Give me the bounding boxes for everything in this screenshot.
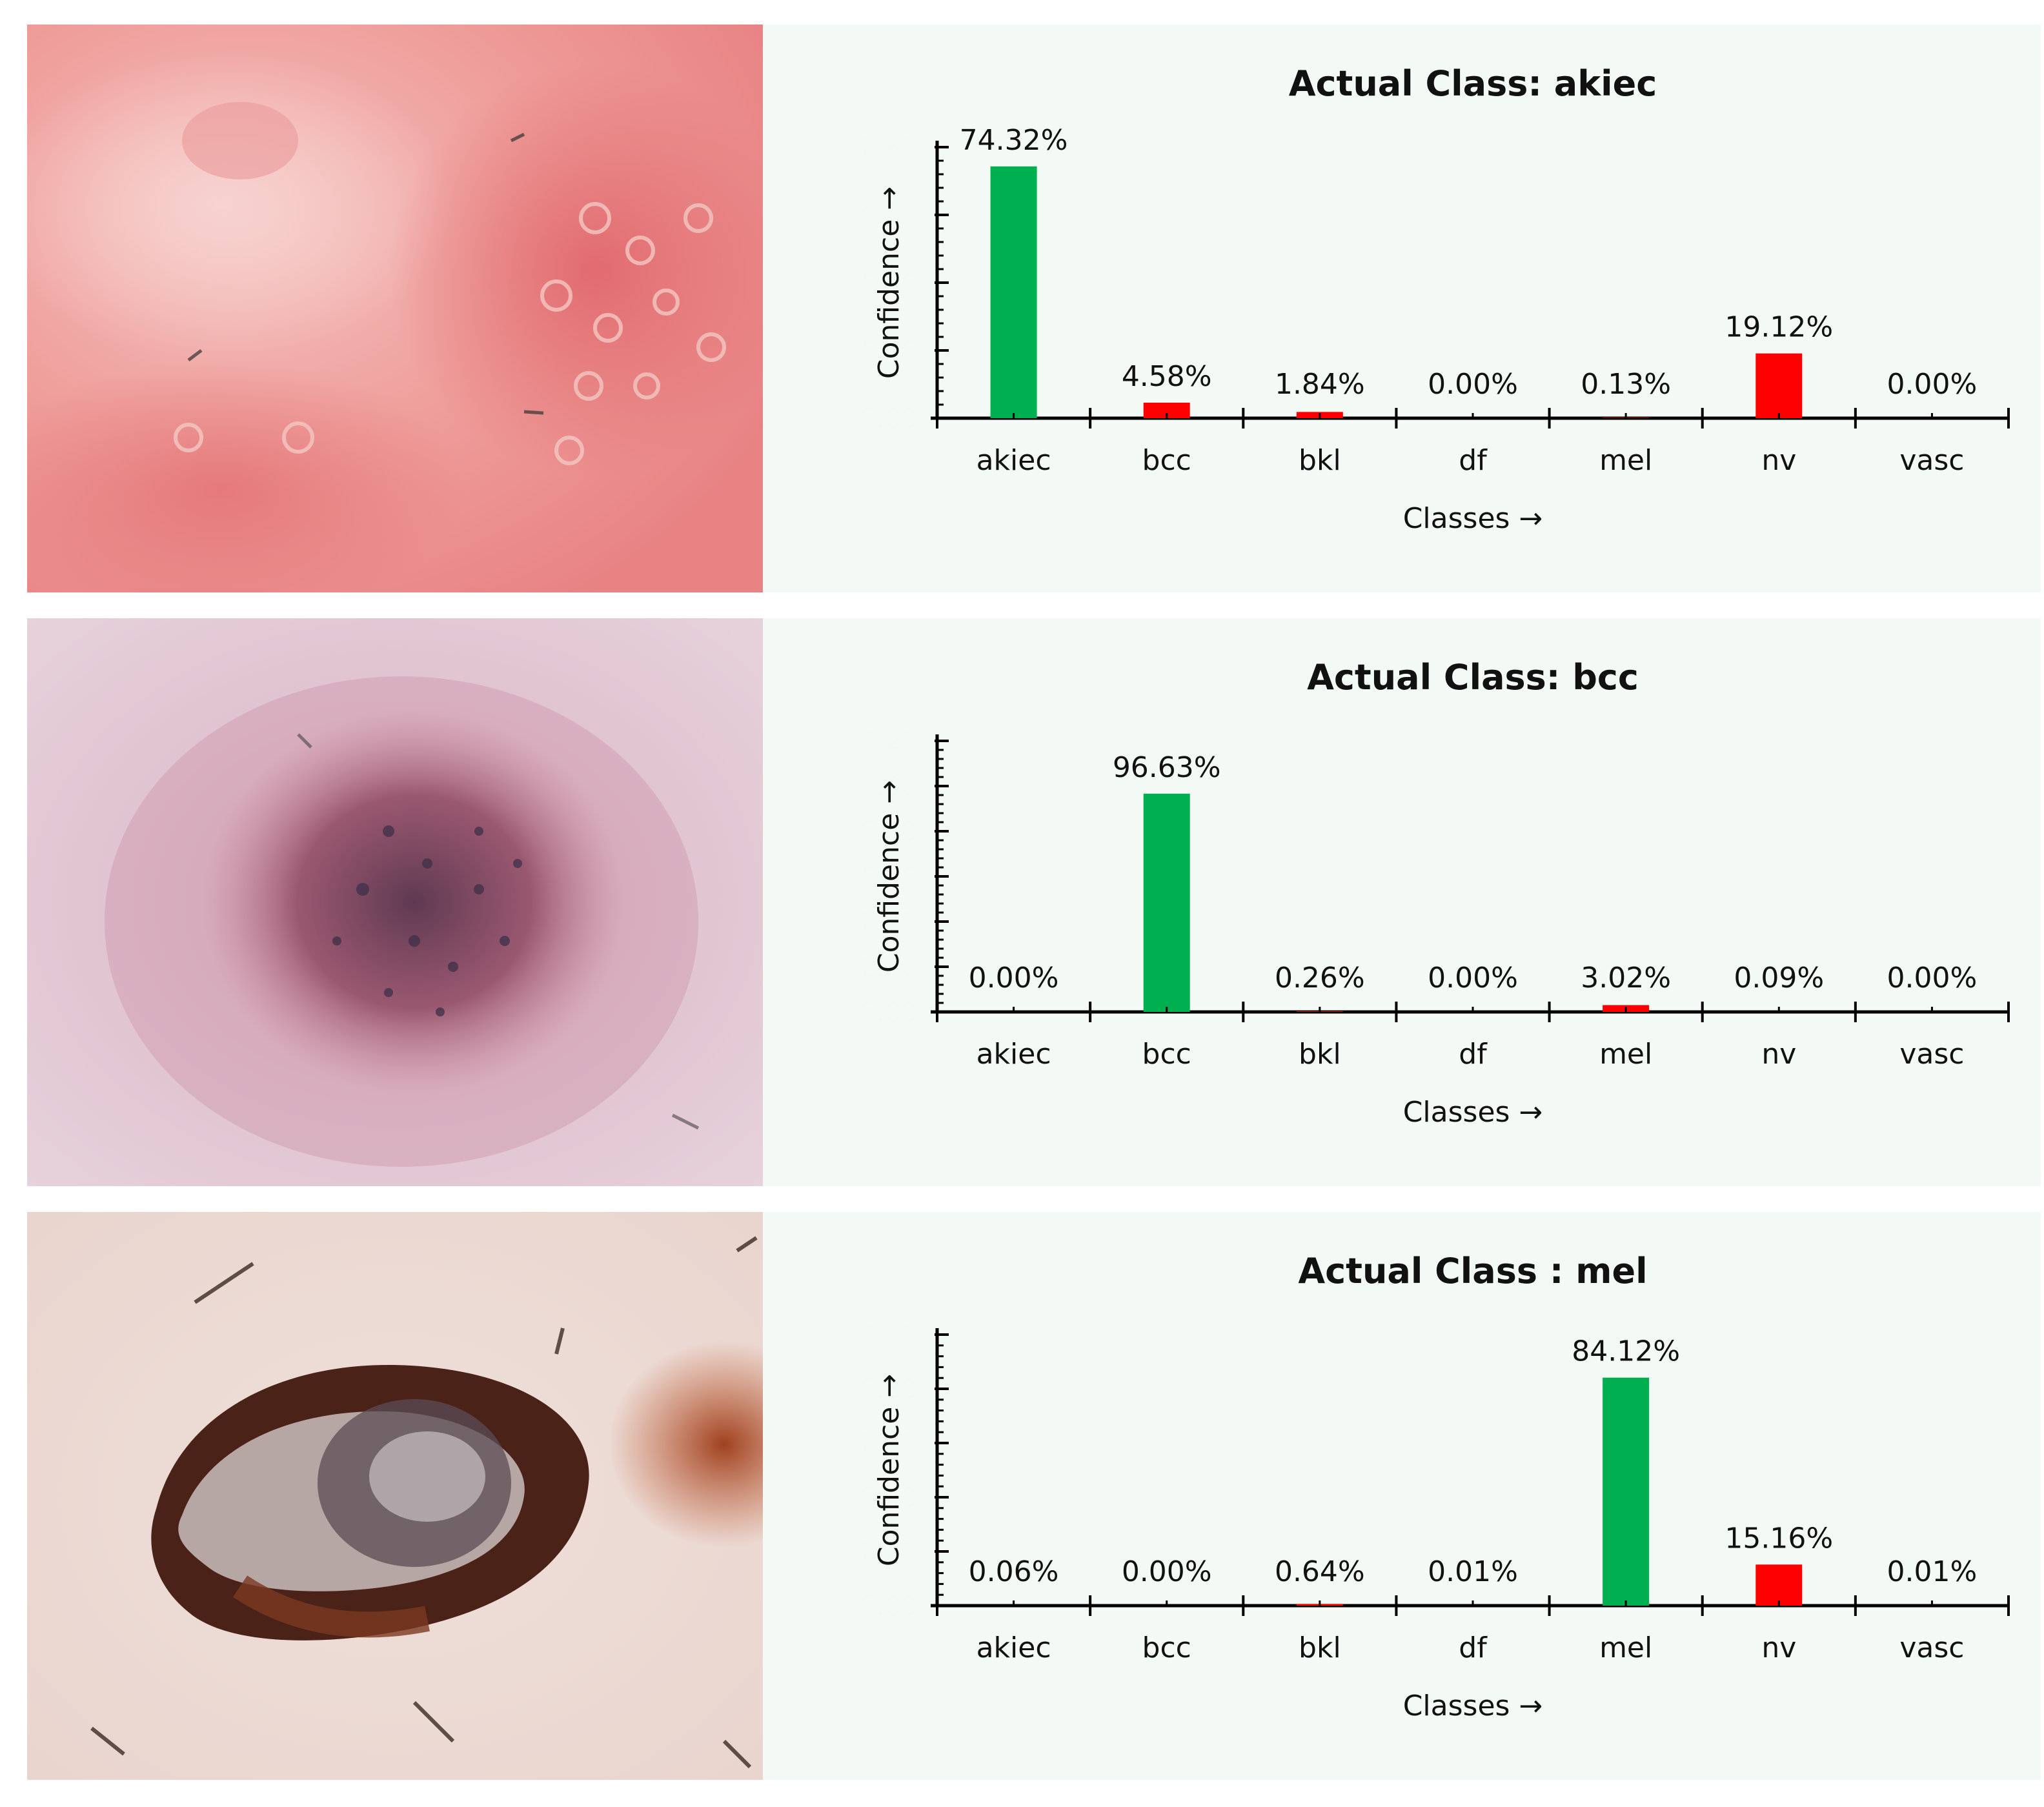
data-label-vasc: 0.00% (1887, 962, 1978, 994)
x-tick-label-bkl: bkl (1299, 1038, 1341, 1071)
data-label-akiec: 0.06% (969, 1555, 1059, 1588)
data-label-vasc: 0.01% (1887, 1555, 1978, 1588)
data-label-mel: 3.02% (1581, 962, 1671, 994)
chart-background (763, 1212, 2041, 1780)
y-tick-label: 1.00 (860, 1320, 918, 1350)
data-label-nv: 0.09% (1734, 962, 1824, 994)
x-tick-label-vasc: vasc (1899, 1038, 1964, 1071)
confidence-bar-chart-akiec: Actual Class: akiec 0.00 0.20 0.40 0.60 0.80 C… (763, 25, 2041, 592)
bar-mel (1603, 1377, 1650, 1606)
y-tick-label: 0.60 (860, 862, 918, 892)
data-label-df: 0.00% (1428, 962, 1518, 994)
data-label-mel: 84.12% (1572, 1335, 1680, 1368)
data-label-vasc: 0.00% (1887, 368, 1978, 401)
x-tick-label-vasc: vasc (1899, 444, 1964, 477)
confidence-bar-chart-mel: Actual Class : mel 0.00 0.20 0.40 0.60 0.80 1.… (763, 1212, 2041, 1780)
x-axis-label: Classes → (1403, 502, 1543, 535)
data-label-df: 0.01% (1428, 1555, 1518, 1588)
y-tick-label: 0.00 (860, 998, 918, 1027)
chart-title: Actual Class : mel (1298, 1251, 1647, 1291)
lesion-photo-akiec (27, 25, 763, 592)
data-label-bcc: 4.58% (1122, 360, 1212, 393)
y-tick-label: 0.60 (860, 201, 918, 230)
confidence-bar-chart-bcc: Actual Class: bcc 0.00 0.20 0.40 0.60 0.80 1.0… (763, 618, 2041, 1186)
chart-panel-mel: Actual Class : mel 0.00 0.20 0.40 0.60 0.80 1.… (763, 1212, 2041, 1780)
data-label-df: 0.00% (1428, 368, 1518, 401)
x-tick-label-mel: mel (1599, 444, 1652, 477)
data-label-mel: 0.13% (1581, 368, 1671, 401)
chart-background (763, 25, 2041, 592)
x-tick-label-bcc: bcc (1142, 1631, 1191, 1664)
y-tick-label: 0.00 (860, 404, 918, 434)
chart-title: Actual Class: bcc (1307, 657, 1639, 698)
x-tick-label-nv: nv (1761, 1631, 1796, 1664)
y-tick-label: 0.20 (860, 1537, 918, 1567)
y-tick-label: 0.80 (860, 1375, 918, 1404)
data-label-akiec: 0.00% (969, 962, 1059, 994)
x-tick-label-mel: mel (1599, 1038, 1652, 1071)
x-tick-label-mel: mel (1599, 1631, 1652, 1664)
bar-nv (1756, 353, 1803, 418)
y-tick-label: 0.40 (860, 907, 918, 937)
result-row-mel: Actual Class : mel 0.00 0.20 0.40 0.60 0.80 1.… (27, 1212, 2041, 1780)
x-tick-label-df: df (1459, 1631, 1488, 1664)
y-tick-label: 0.40 (860, 1483, 918, 1513)
data-label-bkl: 0.64% (1275, 1555, 1365, 1588)
bar-nv (1756, 1564, 1803, 1606)
data-label-bkl: 0.26% (1275, 962, 1365, 994)
y-tick-label: 0.80 (860, 817, 918, 847)
y-tick-label: 0.20 (860, 953, 918, 982)
x-tick-label-bcc: bcc (1142, 444, 1191, 477)
x-tick-label-df: df (1459, 1038, 1488, 1071)
x-tick-label-bcc: bcc (1142, 1038, 1191, 1071)
y-tick-label: 0.00 (860, 1591, 918, 1621)
x-tick-label-bkl: bkl (1299, 444, 1341, 477)
y-tick-label: 0.80 (860, 133, 918, 163)
y-tick-label: 1.20 (860, 727, 918, 756)
x-axis-label: Classes → (1403, 1690, 1543, 1722)
y-axis-label: Confidence → (873, 1374, 906, 1566)
y-tick-label: 0.60 (860, 1429, 918, 1459)
data-label-nv: 15.16% (1725, 1522, 1833, 1555)
chart-panel-bcc: Actual Class: bcc 0.00 0.20 0.40 0.60 0.80 1.0… (763, 618, 2041, 1186)
data-label-nv: 19.12% (1725, 311, 1833, 344)
x-tick-label-bkl: bkl (1299, 1631, 1341, 1664)
data-label-akiec: 74.32% (960, 124, 1068, 157)
y-tick-label: 0.40 (860, 268, 918, 298)
result-row-bcc: Actual Class: bcc 0.00 0.20 0.40 0.60 0.80 1.0… (27, 618, 2041, 1186)
chart-background (763, 618, 2041, 1186)
dermoscopy-lesion-mel-icon (27, 1212, 763, 1780)
lesion-photo-mel (27, 1212, 763, 1780)
dermoscopy-lesion-akiec-icon (27, 25, 763, 592)
lesion-photo-bcc (27, 618, 763, 1186)
data-label-bcc: 96.63% (1113, 751, 1221, 784)
bar-akiec (990, 166, 1037, 418)
y-axis-label: Confidence → (873, 187, 906, 379)
x-axis-label: Classes → (1403, 1096, 1543, 1129)
x-tick-label-akiec: akiec (976, 444, 1051, 477)
x-tick-label-vasc: vasc (1899, 1631, 1964, 1664)
data-label-bcc: 0.00% (1122, 1555, 1212, 1588)
x-tick-label-nv: nv (1761, 444, 1796, 477)
dermoscopy-lesion-bcc-icon (27, 618, 763, 1186)
chart-title: Actual Class: akiec (1289, 63, 1657, 104)
y-tick-label: 1.00 (860, 772, 918, 802)
x-tick-label-akiec: akiec (976, 1038, 1051, 1071)
y-tick-label: 0.20 (860, 336, 918, 366)
x-tick-label-nv: nv (1761, 1038, 1796, 1071)
x-tick-label-df: df (1459, 444, 1488, 477)
y-axis-label: Confidence → (873, 780, 906, 973)
bar-bcc (1143, 793, 1190, 1012)
x-tick-label-akiec: akiec (976, 1631, 1051, 1664)
data-label-bkl: 1.84% (1275, 368, 1365, 401)
result-row-akiec: Actual Class: akiec 0.00 0.20 0.40 0.60 0.80 C… (27, 25, 2041, 592)
chart-panel-akiec: Actual Class: akiec 0.00 0.20 0.40 0.60 0.80 C… (763, 25, 2041, 592)
